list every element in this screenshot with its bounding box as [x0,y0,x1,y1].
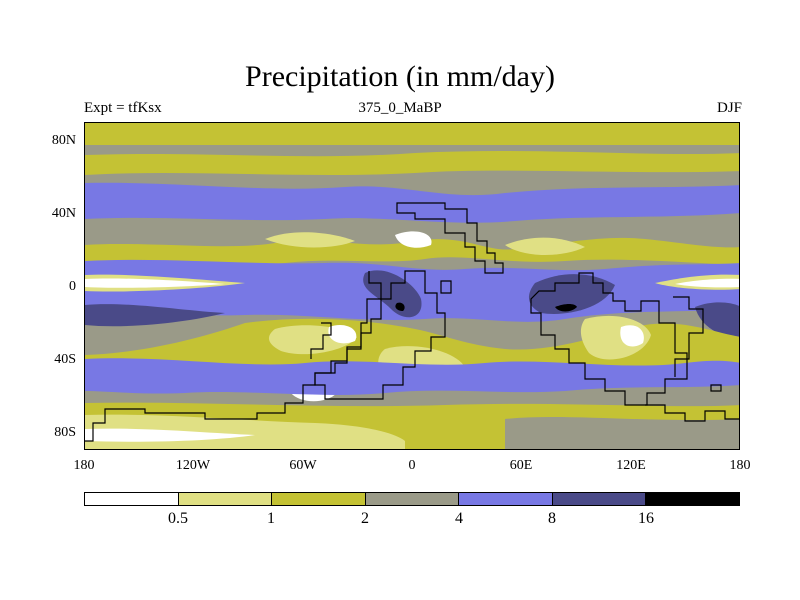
patch-white-australia [620,325,644,347]
band-antarctic-grey [505,417,739,449]
colorbar-box-2 [272,493,366,505]
core-amazon [363,270,422,318]
colorbar-label-0: 0.5 [168,510,188,527]
core-east-pacific [695,302,739,338]
colorbar-label-1: 1 [267,510,275,527]
band-arctic-olive [85,123,739,145]
patch-white-southam [328,324,357,344]
lat-tick-0: 0 [69,279,76,294]
coast-north-land [396,202,504,274]
lon-tick-0: 0 [408,458,416,473]
colorbar-box-5 [552,493,647,505]
coast-island [440,280,452,294]
band-north-olive [85,151,739,175]
core-south-pacific [85,304,225,327]
colorbar-label-2: 2 [361,510,369,527]
colorbar-box-0 [85,493,179,505]
patch-white-north [395,231,432,248]
lon-tick-60e: 60E [509,458,533,473]
lat-tick-80n: 80N [51,133,76,148]
colorbar-box-3 [365,493,460,505]
patch-pale-north [265,232,355,248]
lon-tick-120e: 120E [616,458,646,473]
experiment-label: Expt = tfKsx [84,100,162,116]
lon-tick-120w: 120W [175,458,211,473]
lat-tick-40s: 40S [54,352,76,367]
plot-title: Precipitation (in mm/day) [245,60,555,93]
season-label: DJF [716,100,742,116]
band-pacific-white [85,278,225,288]
coastlines [85,202,739,442]
core-black-2 [555,304,577,312]
core-black-1 [395,302,405,311]
precipitation-map [84,122,740,450]
colorbar [84,492,740,506]
coast-australia [673,296,704,377]
lon-tick-60w: 60W [289,458,317,473]
coast-patagonia [310,322,332,359]
colorbar-box-6 [646,493,740,505]
coast-antarctic-east [645,404,739,422]
coast-island-2 [710,384,722,392]
coast-southam [85,271,382,442]
lat-tick-80s: 80S [54,425,76,440]
coast-asia [530,272,688,406]
colorbar-box-4 [459,493,553,505]
band-east-white [675,278,739,288]
colorbar-label-3: 4 [455,510,463,527]
colorbar-box-1 [178,493,273,505]
lon-tick-180w: 180 [73,458,95,473]
lon-tick-180e: 180 [729,458,751,473]
age-label: 375_0_MaBP [358,100,442,116]
colorbar-label-4: 8 [548,510,556,527]
lat-tick-40n: 40N [51,206,76,221]
colorbar-label-5: 16 [638,510,654,527]
coast-africa [314,270,446,400]
core-indian [528,274,615,314]
patch-pale-asia [505,237,585,255]
band-south-blue [85,358,739,395]
band-antarctic-white [85,428,255,442]
